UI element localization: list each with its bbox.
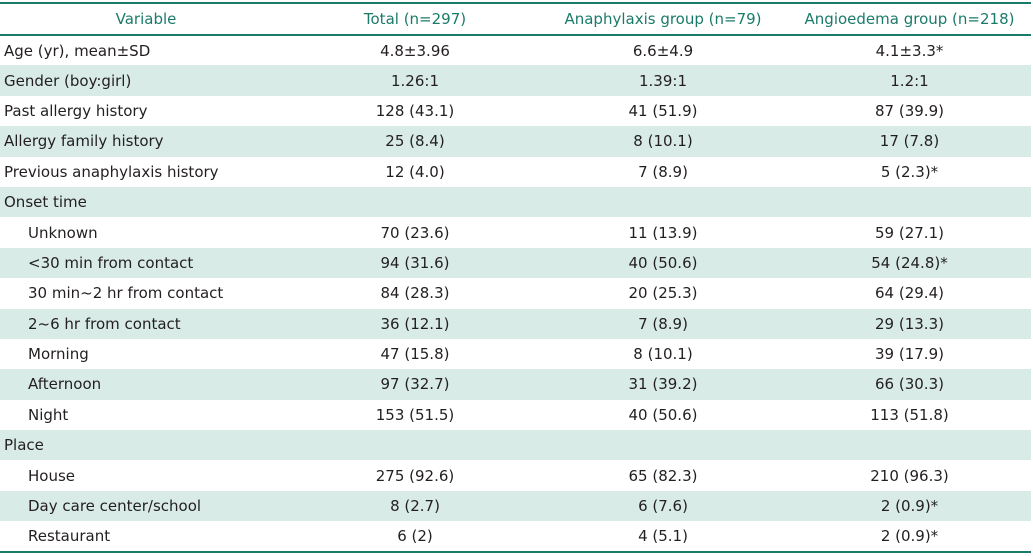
cell-anaphylaxis: 7 (8.9) xyxy=(638,162,688,181)
table-header: Variable Total (n=297) Anaphylaxis group… xyxy=(0,2,1031,36)
header-anaphylaxis: Anaphylaxis group (n=79) xyxy=(538,2,788,36)
cell-angioedema: 4.1±3.3* xyxy=(875,41,944,60)
cell-variable: Age (yr), mean±SD xyxy=(4,41,151,60)
cell-variable: Past allergy history xyxy=(4,101,148,120)
cell-angioedema xyxy=(788,430,1031,460)
table-row: Past allergy history 128 (43.1) 41 (51.9) 8… xyxy=(0,96,1031,126)
cell-anaphylaxis: 8 (10.1) xyxy=(633,132,693,151)
cell-angioedema xyxy=(788,187,1031,217)
cell-angioedema: 5 (2.3)* xyxy=(880,162,939,181)
table-row: Unknown 70 (23.6) 11 (13.9) 59 (27.1) xyxy=(0,217,1031,247)
cell-angioedema: 17 (7.8) xyxy=(879,132,940,151)
cell-anaphylaxis xyxy=(538,430,788,460)
table-row: Onset time xyxy=(0,186,1031,218)
cell-total: 12 (4.0) xyxy=(385,162,445,181)
table-row: Age (yr), mean±SD 4.8±3.96 6.6±4.9 4.1±3.3* xyxy=(0,35,1031,65)
cell-variable: Onset time xyxy=(4,193,87,212)
cell-variable: <30 min from contact xyxy=(28,253,194,272)
cell-variable: Night xyxy=(28,405,69,424)
table-row: Allergy family history 25 (8.4) 8 (10.1) 17… xyxy=(0,126,1031,157)
table-row: <30 min from contact 94 (31.6) 40 (50.6) 54… xyxy=(0,247,1031,279)
cell-variable: Previous anaphylaxis history xyxy=(4,162,219,181)
cell-total: 25 (8.4) xyxy=(385,132,445,151)
cell-anaphylaxis: 40 (50.6) xyxy=(628,253,698,272)
cell-variable: Gender (boy:girl) xyxy=(4,71,132,90)
table-row: House 275 (92.6) 65 (82.3) 210 (96.3) xyxy=(0,460,1031,490)
table-row: 30 min~2 hr from contact 84 (28.3) 20 (25.… xyxy=(0,278,1031,308)
cell-total xyxy=(292,430,538,460)
table-body: Age (yr), mean±SD 4.8±3.96 6.6±4.9 4.1±3.3*… xyxy=(0,35,1031,552)
cell-anaphylaxis: 4 (5.1) xyxy=(638,526,688,545)
cell-total: 6 (2) xyxy=(397,526,433,545)
cell-variable: Day care center/school xyxy=(28,497,202,516)
cell-angioedema: 59 (27.1) xyxy=(875,223,944,242)
cell-angioedema: 1.2:1 xyxy=(890,71,929,90)
cell-angioedema: 210 (96.3) xyxy=(870,466,949,485)
cell-variable: Unknown xyxy=(28,223,98,242)
cell-angioedema: 64 (29.4) xyxy=(875,284,944,303)
cell-variable: Allergy family history xyxy=(4,132,164,151)
cell-angioedema: 2 (0.9)* xyxy=(880,526,939,545)
cell-total: 70 (23.6) xyxy=(380,223,450,242)
cell-variable: 2~6 hr from contact xyxy=(28,314,181,333)
cell-total: 36 (12.1) xyxy=(380,314,450,333)
cell-anaphylaxis: 6.6±4.9 xyxy=(632,41,694,60)
header-total: Total (n=297) xyxy=(292,2,538,36)
cell-total xyxy=(292,187,538,217)
cell-total: 94 (31.6) xyxy=(380,253,450,272)
cell-total: 84 (28.3) xyxy=(380,284,450,303)
table-row: Day care center/school 8 (2.7) 6 (7.6) 2 (0… xyxy=(0,490,1031,522)
cell-anaphylaxis: 41 (51.9) xyxy=(628,101,698,120)
table-row: 2~6 hr from contact 36 (12.1) 7 (8.9) 29 (1… xyxy=(0,308,1031,339)
cell-angioedema: 54 (24.8)* xyxy=(871,253,948,272)
cell-variable: 30 min~2 hr from contact xyxy=(28,284,224,303)
header-angioedema: Angioedema group (n=218) xyxy=(788,2,1031,36)
cell-angioedema: 29 (13.3) xyxy=(875,314,944,333)
header-row: Variable Total (n=297) Anaphylaxis group… xyxy=(0,2,1031,36)
cell-angioedema: 2 (0.9)* xyxy=(880,497,939,516)
cell-variable: Place xyxy=(4,436,44,455)
cell-anaphylaxis: 11 (13.9) xyxy=(628,223,698,242)
cell-total: 97 (32.7) xyxy=(380,375,450,394)
table-row: Morning 47 (15.8) 8 (10.1) 39 (17.9) xyxy=(0,339,1031,369)
cell-anaphylaxis: 1.39:1 xyxy=(639,71,687,90)
header-variable: Variable xyxy=(0,2,292,36)
cell-total: 128 (43.1) xyxy=(375,101,455,120)
cell-angioedema: 87 (39.9) xyxy=(875,101,944,120)
cell-angioedema: 113 (51.8) xyxy=(870,405,949,424)
table-row: Place xyxy=(0,430,1031,461)
table-row: Afternoon 97 (32.7) 31 (39.2) 66 (30.3) xyxy=(0,369,1031,400)
cell-angioedema: 66 (30.3) xyxy=(875,375,944,394)
cell-variable: Restaurant xyxy=(28,526,111,545)
table-row: Restaurant 6 (2) 4 (5.1) 2 (0.9)* xyxy=(0,521,1031,552)
table-row: Gender (boy:girl) 1.26:1 1.39:1 1.2:1 xyxy=(0,65,1031,96)
cell-total: 8 (2.7) xyxy=(390,497,440,516)
cell-anaphylaxis: 40 (50.6) xyxy=(628,405,698,424)
cell-total: 47 (15.8) xyxy=(380,345,450,364)
cell-total: 4.8±3.96 xyxy=(380,41,450,60)
table-row: Previous anaphylaxis history 12 (4.0) 7 (8… xyxy=(0,157,1031,187)
cell-anaphylaxis: 20 (25.3) xyxy=(628,284,698,303)
cell-total: 153 (51.5) xyxy=(375,405,455,424)
cell-anaphylaxis: 8 (10.1) xyxy=(633,345,693,364)
cell-anaphylaxis: 65 (82.3) xyxy=(628,466,698,485)
cell-total: 1.26:1 xyxy=(391,71,439,90)
cell-anaphylaxis xyxy=(538,187,788,217)
cell-variable: Afternoon xyxy=(28,375,102,394)
table-row: Night 153 (51.5) 40 (50.6) 113 (51.8) xyxy=(0,400,1031,430)
cell-variable: House xyxy=(28,466,76,485)
cell-anaphylaxis: 7 (8.9) xyxy=(638,314,688,333)
cell-angioedema: 39 (17.9) xyxy=(875,345,944,364)
cell-anaphylaxis: 6 (7.6) xyxy=(638,497,688,516)
cell-total: 275 (92.6) xyxy=(375,466,455,485)
cell-variable: Morning xyxy=(28,345,89,364)
cell-anaphylaxis: 31 (39.2) xyxy=(628,375,698,394)
